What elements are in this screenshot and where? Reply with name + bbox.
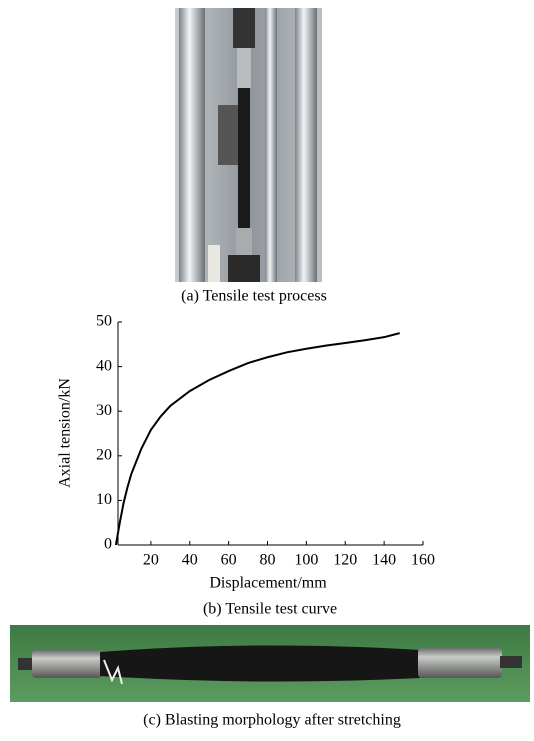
line-chart: 0 10 20 30 40 50 20 40 60 80 100 120 140 160 Displacem… [57,313,435,592]
y-axis-label: Axial tension/kN [57,378,74,488]
y-tick-label: 0 [104,536,112,553]
x-tick-label: 80 [260,552,276,569]
y-tick-label: 30 [96,402,112,419]
x-tick-label: 60 [221,552,237,569]
y-tick-label: 40 [96,357,112,374]
y-tick-label: 50 [96,313,112,330]
x-tick-label: 100 [294,552,318,569]
x-tick-label: 140 [372,552,396,569]
x-axis-label: Displacement/mm [209,575,327,592]
caption: (c) Blasting morphology after stretching [143,712,401,729]
data-line [114,332,400,546]
y-tick-label: 10 [96,491,112,508]
photo-tensile-test [175,8,322,282]
x-tick-label: 120 [333,552,357,569]
caption: (a) Tensile test process [181,288,327,305]
caption: (b) Tensile test curve [203,601,337,618]
x-tick-label: 40 [182,552,198,569]
y-tick-label: 20 [96,446,112,463]
photo-stretched-sample [10,625,530,702]
x-tick-label: 20 [143,552,159,569]
x-tick-label: 160 [411,552,435,569]
